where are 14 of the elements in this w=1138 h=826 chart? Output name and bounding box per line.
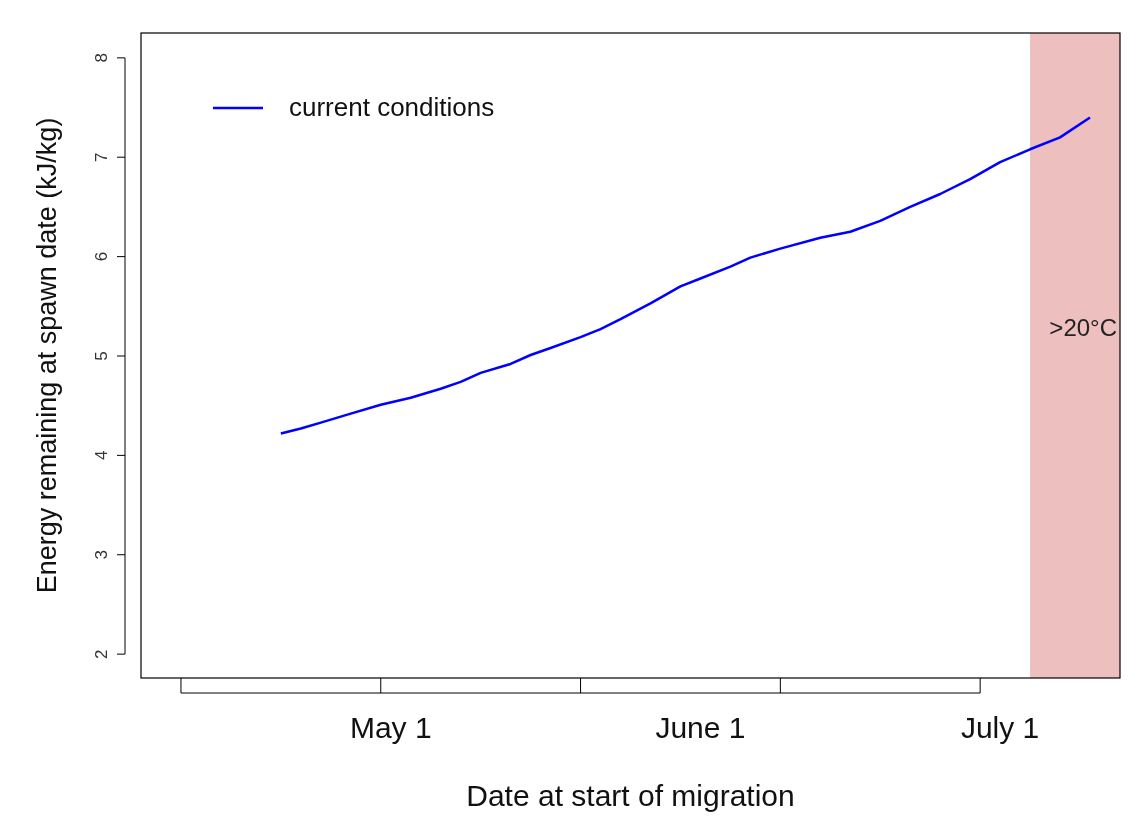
x-tick-label: May 1	[349, 711, 432, 744]
y-tick-label: 2	[92, 649, 111, 659]
y-tick-label: 6	[92, 251, 111, 262]
y-tick-label: 5	[92, 351, 111, 361]
x-axis-title: Date at start of migration	[466, 779, 795, 812]
y-tick-label: 8	[92, 53, 111, 63]
y-tick-label: 4	[92, 450, 111, 461]
legend-label: current conditions	[289, 91, 495, 122]
x-tick-label: June 1	[655, 711, 746, 744]
y-tick-label: 3	[92, 550, 111, 560]
y-tick-label: 7	[92, 152, 111, 162]
y-axis-title: Energy remaining at spawn date (kJ/kg)	[32, 117, 62, 594]
band-label: >20°C	[1049, 313, 1117, 341]
x-tick-label: July 1	[960, 711, 1040, 744]
